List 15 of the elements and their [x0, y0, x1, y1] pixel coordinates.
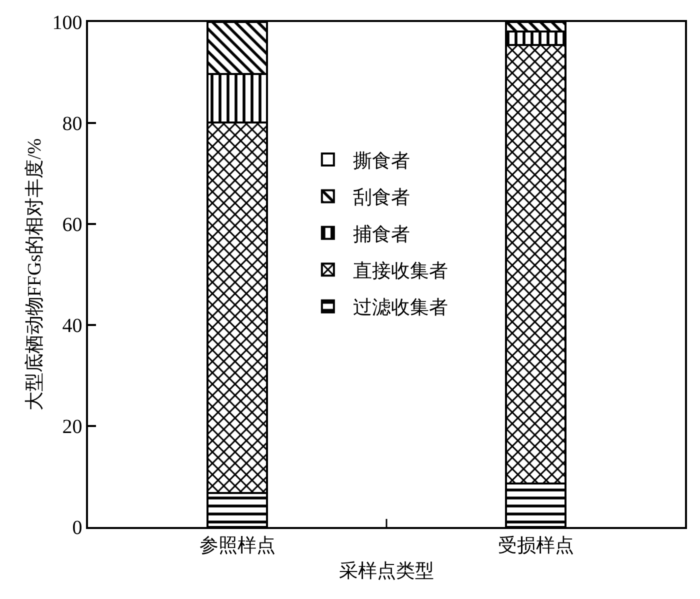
- x-tick-label: 受损样点: [498, 536, 574, 557]
- y-tick-label: 80: [62, 113, 82, 135]
- legend-label: 过滤收集者: [352, 298, 448, 319]
- y-tick-label: 40: [62, 315, 82, 337]
- legend-label: 撕食者: [352, 150, 410, 172]
- y-tick-label: 60: [62, 214, 82, 236]
- y-axis-title: 大型底栖动物FFGs的相对丰度/%: [24, 138, 46, 411]
- y-tick-label: 100: [52, 12, 82, 34]
- y-tick-label: 20: [62, 416, 82, 438]
- legend-label: 捕食者: [352, 224, 410, 246]
- x-tick-label: 参照样点: [199, 536, 276, 557]
- legend-label: 直接收集者: [352, 261, 448, 282]
- x-axis-title: 采样点类型: [339, 560, 434, 582]
- legend-label: 刮食者: [352, 188, 410, 209]
- y-tick-label: 0: [72, 517, 82, 539]
